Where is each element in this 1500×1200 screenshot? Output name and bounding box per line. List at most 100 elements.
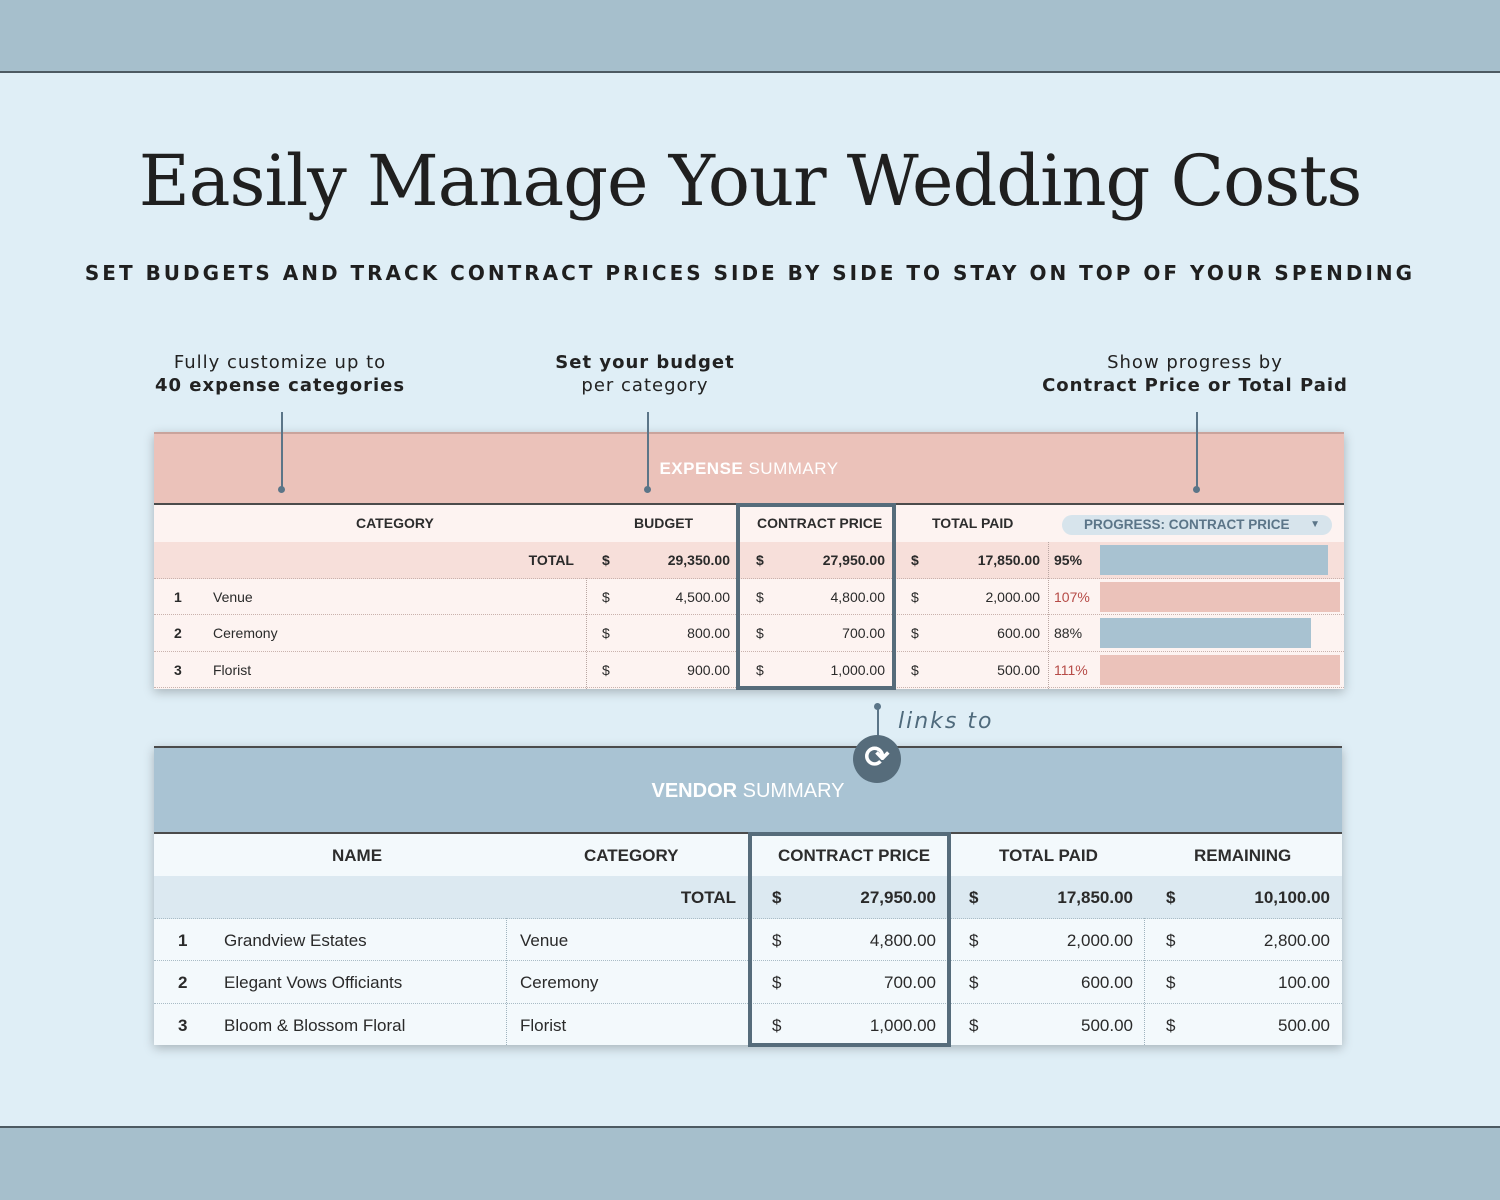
row-budget[interactable]: 800.00 xyxy=(687,625,730,641)
currency: $ xyxy=(602,661,610,678)
callout-line: Fully customize up to xyxy=(173,352,387,373)
expense-title-thin: SUMMARY xyxy=(743,459,839,478)
vendor-title-bold: VENDOR xyxy=(651,780,738,802)
row-number: 2 xyxy=(178,973,188,993)
vendor-remaining: 100.00 xyxy=(1278,973,1330,993)
expense-total-row: TOTAL $ 29,350.00 $ 27,950.00 $ 17,850.0… xyxy=(154,542,1344,579)
total-label: TOTAL xyxy=(680,888,736,907)
vendor-name[interactable]: Bloom & Blossom Floral xyxy=(224,1015,406,1035)
currency: $ xyxy=(756,552,764,568)
page-subtitle: SET BUDGETS AND TRACK CONTRACT PRICES SI… xyxy=(84,261,1416,285)
col-contract-price: CONTRACT PRICE xyxy=(757,515,883,531)
col-total-paid: TOTAL PAID xyxy=(999,846,1098,865)
col-category: CATEGORY xyxy=(356,515,434,531)
currency: $ xyxy=(969,1015,979,1035)
expense-row[interactable]: 1 Venue $ 4,500.00 $ 4,800.00 $ 2,000.00… xyxy=(154,579,1344,615)
connector-dot xyxy=(278,486,285,493)
row-number: 1 xyxy=(174,588,182,605)
col-total-paid: TOTAL PAID xyxy=(932,515,1014,531)
currency: $ xyxy=(911,661,919,678)
currency: $ xyxy=(602,588,610,605)
vendor-category[interactable]: Venue xyxy=(520,930,569,950)
row-progress-pct: 88% xyxy=(1054,625,1083,641)
row-contract-price: 4,800.00 xyxy=(830,588,886,605)
expense-column-headers: CATEGORY BUDGET CONTRACT PRICE TOTAL PAI… xyxy=(154,505,1344,542)
callout-progress: Show progress by Contract Price or Total… xyxy=(1020,351,1370,397)
col-name: NAME xyxy=(332,846,383,865)
currency: $ xyxy=(756,661,764,678)
row-budget[interactable]: 4,500.00 xyxy=(675,588,731,605)
currency: $ xyxy=(911,588,919,605)
total-budget: 29,350.00 xyxy=(667,552,730,568)
connector-dot xyxy=(1193,486,1200,493)
currency: $ xyxy=(772,888,782,907)
callout-connector xyxy=(647,412,649,489)
total-contract-price: 27,950.00 xyxy=(822,552,885,568)
column-divider xyxy=(1144,918,1145,1045)
row-category[interactable]: Venue xyxy=(213,588,253,605)
callout-line: Show progress by xyxy=(1107,352,1283,373)
currency: $ xyxy=(602,625,610,641)
column-divider xyxy=(586,578,587,689)
progress-dropdown-label: PROGRESS: CONTRACT PRICE xyxy=(1084,517,1290,532)
vendor-remaining: 2,800.00 xyxy=(1263,930,1330,950)
currency: $ xyxy=(969,930,979,950)
currency: $ xyxy=(911,625,919,641)
currency: $ xyxy=(1166,973,1176,993)
currency: $ xyxy=(756,588,764,605)
vendor-row[interactable]: 3 Bloom & Blossom Floral Florist $ 1,000… xyxy=(154,1004,1342,1045)
sync-icon: ⟳ xyxy=(853,735,901,783)
currency: $ xyxy=(969,973,979,993)
expense-summary-table: EXPENSE SUMMARY CATEGORY BUDGET CONTRACT… xyxy=(154,432,1344,689)
callout-line-bold: Contract Price or Total Paid xyxy=(1042,375,1348,396)
vendor-row[interactable]: 2 Elegant Vows Officiants Ceremony $ 700… xyxy=(154,961,1342,1004)
vendor-category[interactable]: Florist xyxy=(520,1015,567,1035)
vendor-name[interactable]: Elegant Vows Officiants xyxy=(224,973,403,993)
column-divider xyxy=(1048,542,1049,689)
total-contract-price: 27,950.00 xyxy=(860,888,936,907)
currency: $ xyxy=(911,552,919,568)
col-remaining: REMAINING xyxy=(1194,846,1292,865)
callout-line-bold: Set your budget xyxy=(555,352,735,373)
currency: $ xyxy=(756,625,764,641)
row-total-paid: 2,000.00 xyxy=(985,588,1041,605)
callout-categories: Fully customize up to 40 expense categor… xyxy=(130,351,430,397)
callout-connector xyxy=(281,412,283,489)
callout-connector xyxy=(1196,412,1198,489)
row-progress-pct: 107% xyxy=(1054,588,1090,605)
callout-line-bold: 40 expense categories xyxy=(154,375,406,396)
total-progress-pct: 95% xyxy=(1054,552,1083,568)
vendor-category[interactable]: Ceremony xyxy=(520,973,599,993)
row-budget[interactable]: 900.00 xyxy=(687,661,730,678)
vendor-remaining: 500.00 xyxy=(1278,1015,1330,1035)
col-budget: BUDGET xyxy=(634,515,694,531)
row-category[interactable]: Ceremony xyxy=(213,625,278,641)
vendor-title-thin: SUMMARY xyxy=(737,780,845,802)
progress-dropdown[interactable]: PROGRESS: CONTRACT PRICE ▼ xyxy=(1062,515,1332,535)
expense-row[interactable]: 3 Florist $ 900.00 $ 1,000.00 $ 500.00 1… xyxy=(154,652,1344,688)
vendor-contract-price[interactable]: 1,000.00 xyxy=(869,1015,936,1035)
row-category[interactable]: Florist xyxy=(213,661,252,678)
vendor-row[interactable]: 1 Grandview Estates Venue $ 4,800.00 $ 2… xyxy=(154,919,1342,962)
vendor-contract-price[interactable]: 4,800.00 xyxy=(869,930,936,950)
expense-row[interactable]: 2 Ceremony $ 800.00 $ 700.00 $ 600.00 88… xyxy=(154,615,1344,652)
row-progress-pct: 111% xyxy=(1054,661,1088,678)
bottom-band xyxy=(0,1126,1500,1200)
col-contract-price: CONTRACT PRICE xyxy=(778,846,931,865)
progress-bar xyxy=(1100,545,1328,575)
vendor-total-paid: 2,000.00 xyxy=(1066,930,1133,950)
vendor-summary-header: VENDOR SUMMARY xyxy=(154,746,1342,834)
row-number: 2 xyxy=(174,625,182,641)
dropdown-arrow-icon: ▼ xyxy=(1310,519,1320,530)
links-to-label: links to xyxy=(898,709,994,734)
vendor-name[interactable]: Grandview Estates xyxy=(224,930,367,950)
top-band xyxy=(0,0,1500,73)
total-paid: 17,850.00 xyxy=(977,552,1040,568)
contract-price-highlight xyxy=(736,503,896,690)
vendor-contract-price[interactable]: 700.00 xyxy=(884,973,936,993)
row-contract-price: 700.00 xyxy=(842,625,885,641)
currency: $ xyxy=(772,1015,782,1035)
row-number: 3 xyxy=(178,1015,188,1035)
currency: $ xyxy=(772,930,782,950)
vendor-total-paid: 500.00 xyxy=(1081,1015,1133,1035)
